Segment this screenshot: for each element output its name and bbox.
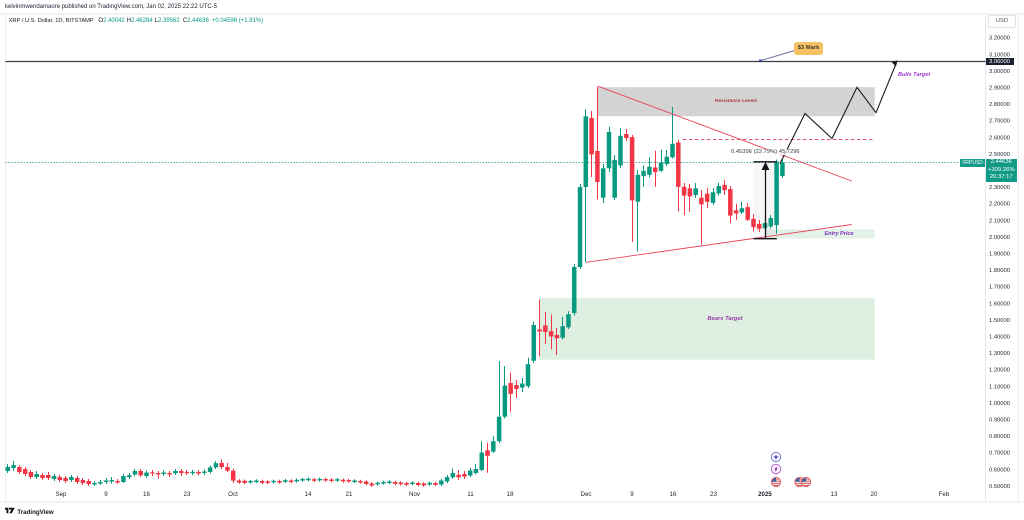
svg-text:2.30000: 2.30000 bbox=[989, 185, 1010, 191]
svg-text:23: 23 bbox=[184, 491, 191, 498]
svg-text:13: 13 bbox=[831, 491, 838, 498]
svg-text:2.20000: 2.20000 bbox=[989, 202, 1010, 208]
svg-text:0.90000: 0.90000 bbox=[989, 418, 1010, 424]
svg-text:9: 9 bbox=[630, 491, 634, 498]
svg-text:2.90000: 2.90000 bbox=[989, 86, 1010, 92]
svg-text:Nov: Nov bbox=[409, 491, 421, 498]
svg-text:1.60000: 1.60000 bbox=[989, 301, 1010, 307]
svg-text:Dec: Dec bbox=[580, 491, 591, 498]
svg-text:2.60000: 2.60000 bbox=[989, 135, 1010, 141]
svg-text:3.20000: 3.20000 bbox=[989, 36, 1010, 42]
svg-text:21: 21 bbox=[346, 491, 353, 498]
svg-text:18: 18 bbox=[507, 491, 514, 498]
svg-text:14: 14 bbox=[305, 491, 312, 498]
svg-text:Oct: Oct bbox=[228, 491, 238, 498]
svg-text:1.90000: 1.90000 bbox=[989, 252, 1010, 258]
svg-text:Feb: Feb bbox=[939, 491, 950, 498]
svg-text:2.00000: 2.00000 bbox=[989, 235, 1010, 241]
svg-text:0.80000: 0.80000 bbox=[989, 434, 1010, 440]
svg-text:TradingView: TradingView bbox=[17, 509, 54, 516]
svg-text:Sep: Sep bbox=[55, 491, 67, 498]
svg-text:0.50000: 0.50000 bbox=[989, 484, 1010, 490]
svg-text:3.10000: 3.10000 bbox=[989, 52, 1010, 58]
svg-text:0.60000: 0.60000 bbox=[989, 467, 1010, 473]
svg-text:1.10000: 1.10000 bbox=[989, 384, 1010, 390]
svg-text:16: 16 bbox=[143, 491, 150, 498]
svg-text:23: 23 bbox=[710, 491, 717, 498]
svg-text:20: 20 bbox=[871, 491, 878, 498]
svg-text:16: 16 bbox=[670, 491, 677, 498]
svg-text:3.00000: 3.00000 bbox=[989, 69, 1010, 75]
svg-text:1.20000: 1.20000 bbox=[989, 368, 1010, 374]
svg-text:0.70000: 0.70000 bbox=[989, 451, 1010, 457]
svg-text:1.30000: 1.30000 bbox=[989, 351, 1010, 357]
svg-text:2.50000: 2.50000 bbox=[989, 152, 1010, 158]
svg-text:1.70000: 1.70000 bbox=[989, 285, 1010, 291]
svg-text:1.40000: 1.40000 bbox=[989, 335, 1010, 341]
svg-text:2.70000: 2.70000 bbox=[989, 119, 1010, 125]
svg-text:2025: 2025 bbox=[758, 491, 772, 498]
svg-text:1.00000: 1.00000 bbox=[989, 401, 1010, 407]
svg-text:1.80000: 1.80000 bbox=[989, 268, 1010, 274]
svg-text:1.50000: 1.50000 bbox=[989, 318, 1010, 324]
svg-text:9: 9 bbox=[104, 491, 108, 498]
svg-text:2.10000: 2.10000 bbox=[989, 218, 1010, 224]
svg-text:2.80000: 2.80000 bbox=[989, 102, 1010, 108]
svg-text:11: 11 bbox=[467, 491, 474, 498]
